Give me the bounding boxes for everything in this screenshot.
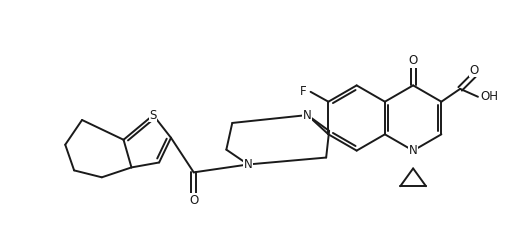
Text: N: N — [408, 144, 417, 157]
Text: N: N — [243, 158, 252, 171]
Text: S: S — [149, 109, 157, 122]
Text: O: O — [468, 64, 477, 77]
Text: OH: OH — [479, 90, 497, 103]
Text: N: N — [302, 109, 311, 122]
Text: O: O — [189, 193, 198, 207]
Text: O: O — [408, 54, 417, 67]
Text: F: F — [299, 85, 306, 98]
